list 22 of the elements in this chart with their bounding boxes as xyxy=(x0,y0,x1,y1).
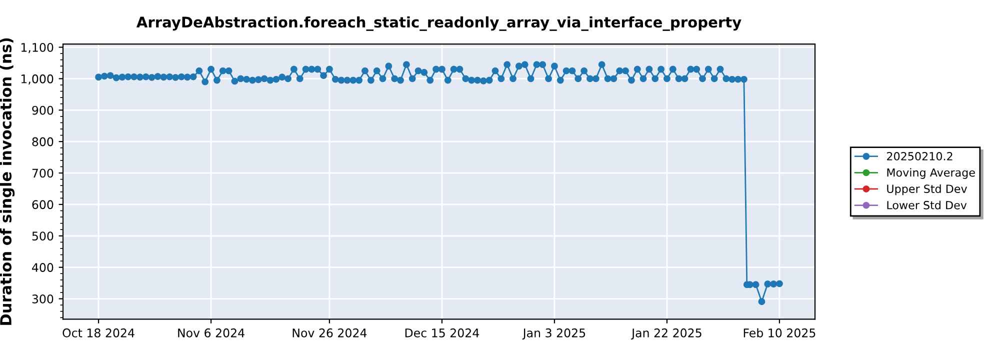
legend-label: 20250210.2 xyxy=(887,152,952,160)
x-tick-label: Feb 10 2025 xyxy=(744,328,816,338)
x-tick-label: Nov 6 2024 xyxy=(178,328,244,338)
y-tick-label: 400 xyxy=(32,263,54,272)
legend-label: Moving Average xyxy=(887,168,975,179)
x-tick-label: Oct 18 2024 xyxy=(62,328,134,338)
y-tick-label: 500 xyxy=(32,232,54,241)
y-tick-label: 800 xyxy=(32,137,54,146)
x-tick-label: Dec 15 2024 xyxy=(405,328,480,338)
x-tick-label: Jan 22 2025 xyxy=(630,328,702,340)
y-tick-label: 1,100 xyxy=(21,42,54,54)
chart-title: ArrayDeAbstraction.foreach_static_readonly_array_via_interface_property xyxy=(136,16,742,31)
y-tick-label: 1,000 xyxy=(21,74,54,85)
x-tick-label: Nov 26 2024 xyxy=(292,328,367,338)
legend-label: Upper Std Dev xyxy=(887,184,967,196)
y-tick-label: 700 xyxy=(32,168,54,178)
y-tick-label: 600 xyxy=(32,200,54,210)
x-tick-label: Jan 3 2025 xyxy=(522,328,586,340)
y-axis-title: Duration of single invocation (ns) xyxy=(0,38,15,325)
y-tick-label: 900 xyxy=(32,106,54,115)
y-tick-label: 300 xyxy=(32,294,54,304)
legend-label: Lower Std Dev xyxy=(887,200,967,210)
